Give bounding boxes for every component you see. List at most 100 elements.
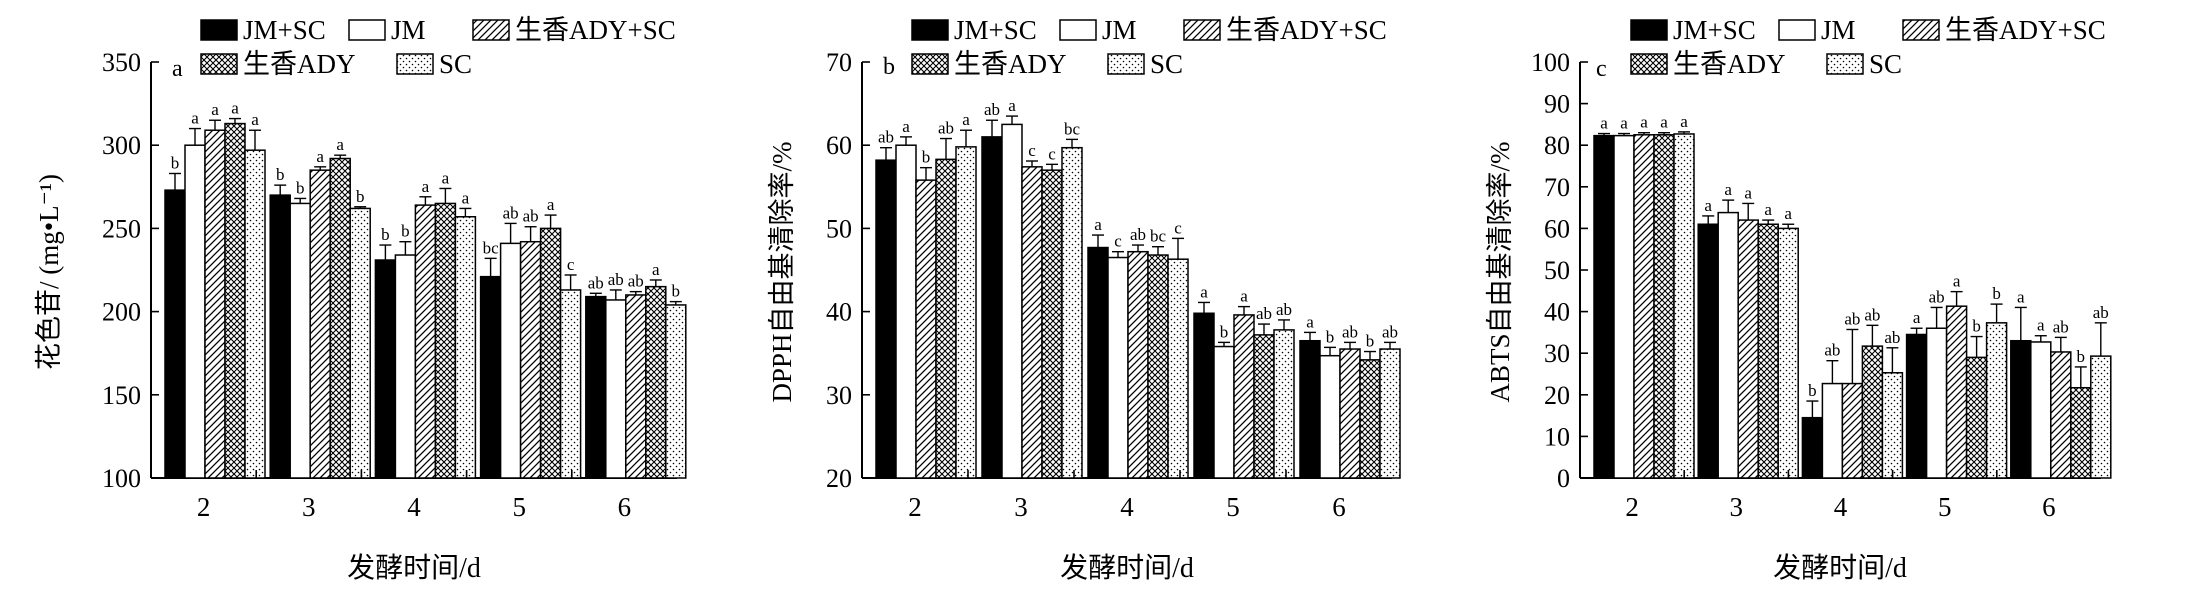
bar-c-jm-day2 <box>1613 134 1635 479</box>
significance-letter-c: a <box>2037 316 2045 335</box>
significance-letter-a: a <box>251 110 259 129</box>
bar-b-ady-sc-day2 <box>915 179 937 479</box>
y-tick-label-c: 80 <box>1544 131 1570 160</box>
significance-letter-b: a <box>962 110 970 129</box>
significance-letter-a: b <box>296 178 305 197</box>
y-tick-label-c: 10 <box>1544 422 1570 451</box>
significance-letter-a: a <box>231 99 239 118</box>
y-tick-label-b: 30 <box>826 381 852 410</box>
y-tick-label-c: 50 <box>1544 256 1570 285</box>
y-axis-title-b: DPPH自由基清除率/% <box>767 141 797 402</box>
bar-b-jm-day2 <box>895 144 917 479</box>
bar-b-sc-day4 <box>1167 258 1189 479</box>
legend-label-b-jm-sc: JM+SC <box>954 15 1037 45</box>
significance-letter-a: ab <box>523 207 539 226</box>
x-tick-label-b: 2 <box>908 492 922 522</box>
bar-a-jm-sc-day2 <box>164 189 186 479</box>
bar-b-ady-day3 <box>1041 169 1063 479</box>
bar-a-jm-day3 <box>289 202 311 479</box>
bar-c-sc-day6 <box>2090 355 2112 479</box>
significance-letter-b: ab <box>1382 322 1398 341</box>
bar-b-sc-day3 <box>1061 146 1083 479</box>
y-tick-label-b: 60 <box>826 131 852 160</box>
bar-a-ady-sc-day6 <box>625 294 647 479</box>
y-tick-label-c: 0 <box>1557 464 1570 493</box>
bar-a-ady-day5 <box>539 227 562 479</box>
significance-letter-c: a <box>2017 287 2025 306</box>
bar-c-ady-sc-day6 <box>2050 351 2072 479</box>
legend-label-c-jm-sc: JM+SC <box>1673 15 1756 45</box>
legend-swatch-a-jm <box>348 19 386 41</box>
significance-letter-b: ab <box>1342 322 1358 341</box>
significance-letter-c: ab <box>1864 305 1880 324</box>
bar-a-sc-day5 <box>559 289 582 479</box>
significance-letter-c: ab <box>1824 341 1840 360</box>
significance-letter-c: a <box>1953 272 1961 291</box>
x-tick-label-a: 4 <box>407 492 421 522</box>
y-axis-title-a: 花色苷/ (mg•L⁻¹) <box>34 174 64 370</box>
y-tick-label-c: 90 <box>1544 90 1570 119</box>
significance-letter-b: b <box>1220 322 1229 341</box>
x-axis-title-c: 发酵时间/d <box>1773 552 1907 584</box>
legend-swatch-b-sc <box>1107 53 1145 75</box>
bar-c-ady-day2 <box>1653 134 1675 479</box>
bar-b-jm-sc-day5 <box>1193 312 1215 479</box>
bar-a-jm-sc-day4 <box>374 259 397 479</box>
panel-label-c: c <box>1596 56 1607 82</box>
bar-c-jm-sc-day5 <box>1905 333 1928 479</box>
panel-label-b: b <box>883 54 895 80</box>
significance-letter-a: b <box>401 222 410 241</box>
x-tick-label-c: 2 <box>1625 492 1639 522</box>
significance-letter-c: a <box>1660 113 1668 132</box>
bar-a-sc-day2 <box>244 149 266 479</box>
y-tick-label-a: 100 <box>102 464 141 493</box>
bar-b-jm-sc-day2 <box>875 159 897 479</box>
legend-swatch-a-ady <box>200 53 238 75</box>
bar-c-ady-day6 <box>2070 386 2092 479</box>
bar-a-jm-day4 <box>394 254 417 479</box>
bar-b-jm-sc-day3 <box>981 136 1003 479</box>
legend-label-a-jm: JM <box>391 15 426 45</box>
x-tick-label-c: 3 <box>1730 492 1744 522</box>
significance-letter-a: a <box>422 177 430 196</box>
significance-letter-c: a <box>1640 113 1648 132</box>
legend-label-a-ady-sc: 生香ADY+SC <box>515 15 676 45</box>
significance-letter-c: b <box>1808 381 1817 400</box>
bar-c-ady-sc-day5 <box>1945 305 1968 479</box>
significance-letter-a: a <box>191 109 199 128</box>
significance-letter-c: a <box>1724 180 1732 199</box>
legend-swatch-a-sc <box>396 53 434 75</box>
bar-c-ady-day4 <box>1861 345 1884 479</box>
bar-a-ady-day3 <box>329 157 351 479</box>
legend-swatch-a-jm-sc <box>200 19 238 41</box>
legend-label-a-ady: 生香ADY <box>243 49 356 79</box>
legend-swatch-c-ady-sc <box>1902 19 1940 41</box>
x-tick-label-c: 6 <box>2042 492 2056 522</box>
bar-a-sc-day4 <box>454 216 477 479</box>
y-tick-label-a: 150 <box>102 381 141 410</box>
bar-b-sc-day2 <box>955 146 977 479</box>
x-tick-label-a: 5 <box>512 492 526 522</box>
bar-b-jm-sc-day4 <box>1087 246 1109 479</box>
legend-swatch-a-ady-sc <box>472 19 510 41</box>
bar-c-jm-day6 <box>2030 341 2052 479</box>
significance-letter-b: a <box>1094 215 1102 234</box>
y-tick-label-a: 300 <box>102 131 141 160</box>
significance-letter-a: bc <box>483 238 500 257</box>
panel-label-a: a <box>172 56 183 82</box>
bar-b-sc-day6 <box>1379 348 1401 479</box>
bar-a-ady-sc-day4 <box>414 204 437 479</box>
significance-letter-b: ab <box>878 128 894 147</box>
bar-b-jm-day4 <box>1107 256 1129 479</box>
significance-letter-a: b <box>356 187 365 206</box>
significance-letter-c: ab <box>2093 303 2109 322</box>
significance-letter-a: ab <box>588 273 604 292</box>
significance-letter-c: a <box>1764 200 1772 219</box>
bar-b-jm-sc-day6 <box>1299 339 1321 479</box>
bar-c-ady-sc-day2 <box>1633 134 1655 479</box>
legend-swatch-b-jm-sc <box>911 19 949 41</box>
significance-letter-b: ab <box>1256 304 1272 323</box>
significance-letter-b: b <box>1366 332 1375 351</box>
